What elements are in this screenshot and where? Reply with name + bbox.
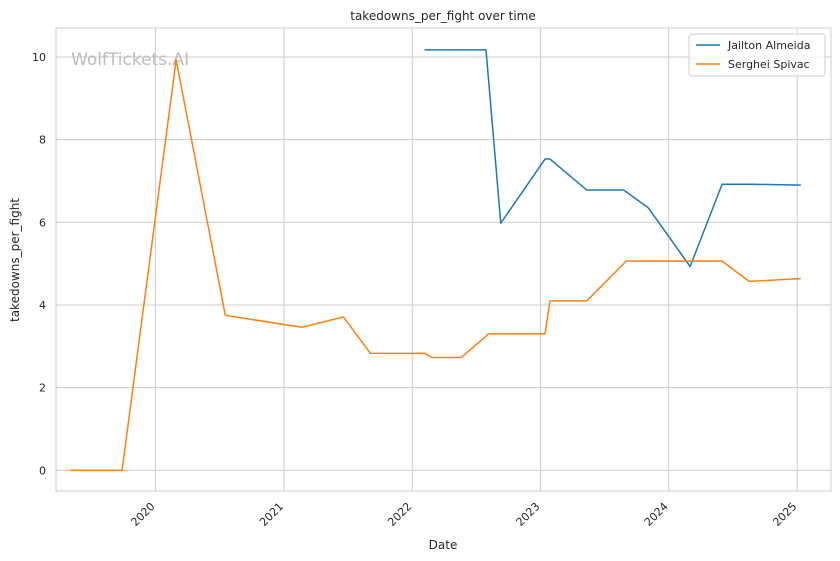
- x-tick-labels: 2020 2021 2022 2023 2024 2025: [129, 500, 800, 529]
- legend-label-jailton-almeida: Jailton Almeida: [727, 39, 810, 52]
- x-tick-label: 2025: [770, 500, 799, 529]
- y-tick-label: 8: [39, 134, 46, 147]
- series-line-jailton-almeida: [424, 49, 801, 268]
- y-tick-label: 6: [39, 216, 46, 229]
- legend-box: [688, 33, 826, 77]
- x-tick-label: 2023: [514, 500, 543, 529]
- y-tick-labels: 0 2 4 6 8 10: [32, 51, 46, 477]
- legend: Jailton Almeida Serghei Spivac: [688, 33, 826, 77]
- y-axis-label: takedowns_per_fight: [8, 198, 22, 322]
- y-tick-label: 0: [39, 464, 46, 477]
- grid: [56, 28, 831, 491]
- chart-title: takedowns_per_fight over time: [350, 9, 536, 23]
- legend-label-serghei-spivac: Serghei Spivac: [728, 58, 810, 71]
- x-tick-label: 2021: [257, 500, 286, 529]
- y-tick-label: 4: [39, 299, 46, 312]
- watermark: WolfTickets.AI: [71, 50, 189, 70]
- series-group: [70, 49, 801, 472]
- y-tick-label: 10: [32, 51, 46, 64]
- x-axis-label: Date: [429, 538, 458, 552]
- plot-area: [56, 28, 831, 491]
- plot-border: [55, 27, 832, 492]
- y-tick-label: 2: [39, 382, 46, 395]
- x-tick-label: 2022: [385, 500, 414, 529]
- x-tick-label: 2020: [129, 500, 158, 529]
- x-tick-label: 2024: [642, 500, 671, 529]
